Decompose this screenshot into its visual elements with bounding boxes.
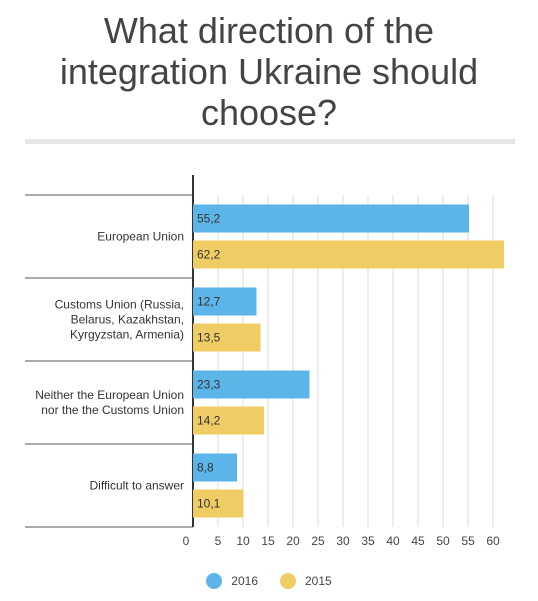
category-label-1-0: Customs Union (Russia, <box>55 298 184 312</box>
data-label-2015-1: 13,5 <box>197 331 221 345</box>
legend-swatch-2016 <box>206 573 223 589</box>
x-tick-label-20: 20 <box>286 534 300 548</box>
bar-2016-0 <box>193 204 469 233</box>
data-label-2016-3: 8,8 <box>197 461 214 475</box>
bar-2015-2 <box>193 406 264 435</box>
x-tick-label-15: 15 <box>261 534 275 548</box>
title-line-3: choose? <box>200 92 338 133</box>
bar-chart: 0 5 10 15 20 25 30 35 40 45 50 55 60 55,2 62,2 European… <box>25 175 504 548</box>
bar-2016-2 <box>193 370 310 399</box>
data-label-2015-2: 14,2 <box>197 414 221 428</box>
title-line-1: What direction of the <box>103 10 435 51</box>
x-tick-label-50: 50 <box>436 534 450 548</box>
x-tick-label-55: 55 <box>461 534 475 548</box>
x-tick-label-35: 35 <box>361 534 375 548</box>
x-tick-label-30: 30 <box>336 534 350 548</box>
category-label-2-1: nor the the Customs Union <box>41 403 184 417</box>
legend-label-2015: 2015 <box>305 574 332 588</box>
x-tick-label-5: 5 <box>215 534 222 548</box>
bar-2015-1 <box>193 323 261 352</box>
legend-item-2016: 2016 <box>206 573 258 589</box>
category-label-3-0: Difficult to answer <box>90 479 184 493</box>
category-label-1-1: Belarus, Kazakhstan, <box>71 313 184 327</box>
legend-label-2016: 2016 <box>231 574 258 588</box>
legend-item-2015: 2015 <box>280 573 332 589</box>
data-label-2016-2: 23,3 <box>197 378 221 392</box>
x-tick-label-60: 60 <box>486 534 500 548</box>
bar-2016-3 <box>193 453 237 482</box>
category-label-0-0: European Union <box>97 230 184 244</box>
x-tick-label-25: 25 <box>311 534 325 548</box>
bar-2016-1 <box>193 287 257 316</box>
category-label-2-0: Neither the European Union <box>35 388 184 402</box>
data-label-2015-0: 62,2 <box>197 248 221 262</box>
legend: 2016 2015 <box>0 573 538 589</box>
chart-title: What direction of the integration Ukrain… <box>0 10 538 133</box>
x-tick-label-40: 40 <box>386 534 400 548</box>
data-label-2015-3: 10,1 <box>197 497 221 511</box>
legend-swatch-2015 <box>280 573 296 589</box>
category-label-1-2: Kyrgyzstan, Armenia) <box>70 328 184 342</box>
title-divider <box>25 139 515 144</box>
bar-2015-0 <box>193 240 504 269</box>
x-tick-label-45: 45 <box>411 534 425 548</box>
title-line-2: integration Ukraine should <box>59 51 479 92</box>
data-label-2016-1: 12,7 <box>197 295 221 309</box>
x-tick-label-0: 0 <box>183 534 190 548</box>
x-tick-label-10: 10 <box>236 534 250 548</box>
bar-2015-3 <box>193 489 244 518</box>
data-label-2016-0: 55,2 <box>197 212 221 226</box>
